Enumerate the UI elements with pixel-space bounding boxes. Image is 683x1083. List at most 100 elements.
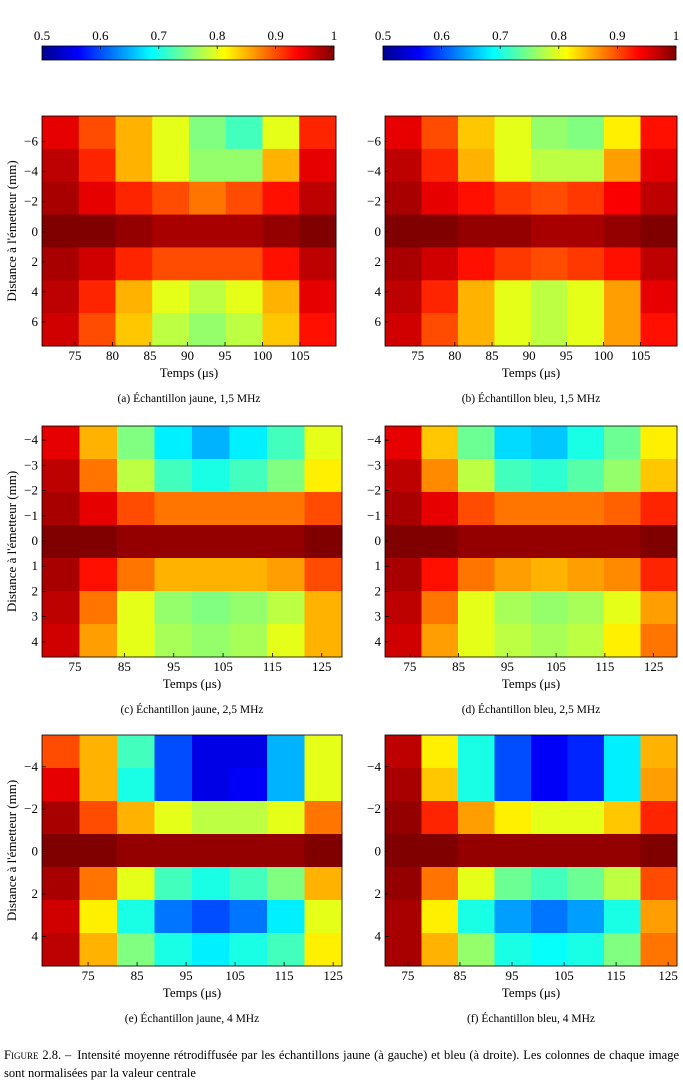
y-tick-label: −4 (367, 432, 381, 447)
x-tick-label: 75 (82, 968, 95, 983)
heatmap-cell (385, 148, 422, 183)
heatmap-cell (304, 900, 343, 934)
heatmap-cell (189, 247, 227, 281)
heatmap-cell (42, 116, 80, 150)
heatmap-cell (189, 148, 227, 183)
heatmap-cell (192, 492, 230, 526)
x-tick-label: 75 (69, 348, 82, 363)
heatmap-cell (154, 933, 193, 967)
heatmap-cell (79, 525, 118, 559)
heatmap-cell (304, 768, 343, 802)
heatmap-cell (494, 933, 532, 967)
heatmap-cell (567, 116, 605, 150)
x-tick-label: 125 (644, 659, 664, 674)
x-tick-label: 90 (523, 348, 536, 363)
heatmap-cell (640, 459, 678, 493)
heatmap-cell (458, 280, 495, 314)
heatmap-cell (421, 768, 459, 802)
heatmap-cell (262, 247, 300, 281)
x-tick-label: 75 (411, 348, 424, 363)
heatmap-cell (78, 280, 116, 314)
heatmap-cell (458, 525, 495, 559)
x-tick-label: 95 (219, 348, 232, 363)
heatmap-cell (385, 459, 422, 493)
heatmap-cell (79, 492, 118, 526)
subfigure-caption: (a) Échantillon jaune, 1,5 MHz (117, 391, 260, 405)
heatmap-cell (458, 214, 495, 248)
heatmap-cell (299, 280, 337, 314)
y-tick-label: 1 (32, 558, 39, 573)
heatmap-cell (531, 933, 568, 967)
heatmap-cell (192, 624, 230, 658)
heatmap-cell (385, 181, 422, 216)
heatmap-cell (117, 624, 155, 658)
heatmap-cell (229, 426, 268, 460)
heatmap-cell (458, 426, 495, 460)
heatmap-cell (78, 181, 116, 216)
x-tick-label: 115 (263, 659, 282, 674)
y-tick-label: −4 (24, 432, 38, 447)
heatmap-cell (567, 735, 605, 769)
heatmap-cell (42, 525, 80, 559)
heatmap-cell (154, 558, 193, 592)
heatmap-cell (567, 214, 605, 248)
heatmap-cell (604, 313, 641, 347)
heatmap-cell (304, 492, 343, 526)
heatmap-cell (115, 214, 153, 248)
x-tick-label: 95 (180, 968, 193, 983)
heatmap-cell (267, 867, 305, 901)
y-tick-label: −1 (24, 508, 38, 523)
heatmap-cell (531, 116, 568, 150)
x-tick-label: 80 (106, 348, 119, 363)
heatmap-cell (267, 900, 305, 934)
heatmap-cell (421, 148, 459, 183)
heatmap-cell (225, 148, 263, 183)
heatmap-cell (79, 801, 118, 835)
plot-frame (41, 734, 343, 967)
heatmap-cell (229, 591, 268, 625)
heatmap-cell (79, 624, 118, 658)
heatmap-cell (42, 768, 80, 802)
heatmap-cell (567, 280, 605, 314)
heatmap-cell (42, 459, 80, 493)
y-axis-label: Distance à l'émetteur (mm) (4, 160, 19, 301)
heatmap-cell (385, 900, 422, 934)
heatmap-cell (115, 116, 153, 150)
heatmap-cell (567, 558, 605, 592)
heatmap-cell (225, 247, 263, 281)
heatmap-cell (267, 591, 305, 625)
heatmap-cell (229, 525, 268, 559)
caption-text: Intensité moyenne rétrodiffusée par les … (4, 1048, 679, 1080)
heatmap-cell (494, 591, 532, 625)
heatmap-cell (421, 867, 459, 901)
heatmap-cell (494, 492, 532, 526)
colorbar-tick-label: 0.9 (609, 28, 625, 43)
heatmap-cell (189, 313, 227, 347)
heatmap-cell (79, 768, 118, 802)
heatmap-cell (152, 280, 190, 314)
heatmap-cell (42, 214, 80, 248)
heatmap-cell (385, 280, 422, 314)
heatmap-cell (385, 933, 422, 967)
heatmap-cell (494, 313, 532, 347)
heatmap-cell (640, 148, 678, 183)
heatmap-cell (494, 426, 532, 460)
x-tick-label: 85 (131, 968, 144, 983)
heatmap-cell (640, 558, 678, 592)
heatmap-cell (604, 768, 641, 802)
heatmap-cell (154, 900, 193, 934)
heatmap-cell (42, 624, 80, 658)
heatmap-cell (225, 116, 263, 150)
heatmap-cell (304, 591, 343, 625)
heatmap-cell (604, 801, 641, 835)
heatmap-cell (494, 525, 532, 559)
heatmap-cell (640, 801, 678, 835)
y-tick-label: −6 (367, 134, 381, 149)
heatmap-cell (78, 214, 116, 248)
heatmap-cell (262, 313, 300, 347)
y-tick-label: 4 (32, 284, 39, 299)
y-tick-label: 2 (32, 583, 39, 598)
heatmap-cell (229, 933, 268, 967)
heatmap-cell (385, 525, 422, 559)
y-tick-label: 2 (32, 886, 39, 901)
